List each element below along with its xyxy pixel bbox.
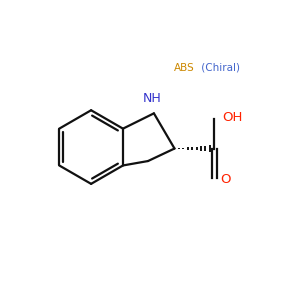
- Text: ABS: ABS: [174, 63, 194, 73]
- Text: NH: NH: [143, 92, 162, 105]
- Text: O: O: [221, 173, 231, 186]
- Text: (Chiral): (Chiral): [198, 63, 240, 73]
- Text: OH: OH: [223, 111, 243, 124]
